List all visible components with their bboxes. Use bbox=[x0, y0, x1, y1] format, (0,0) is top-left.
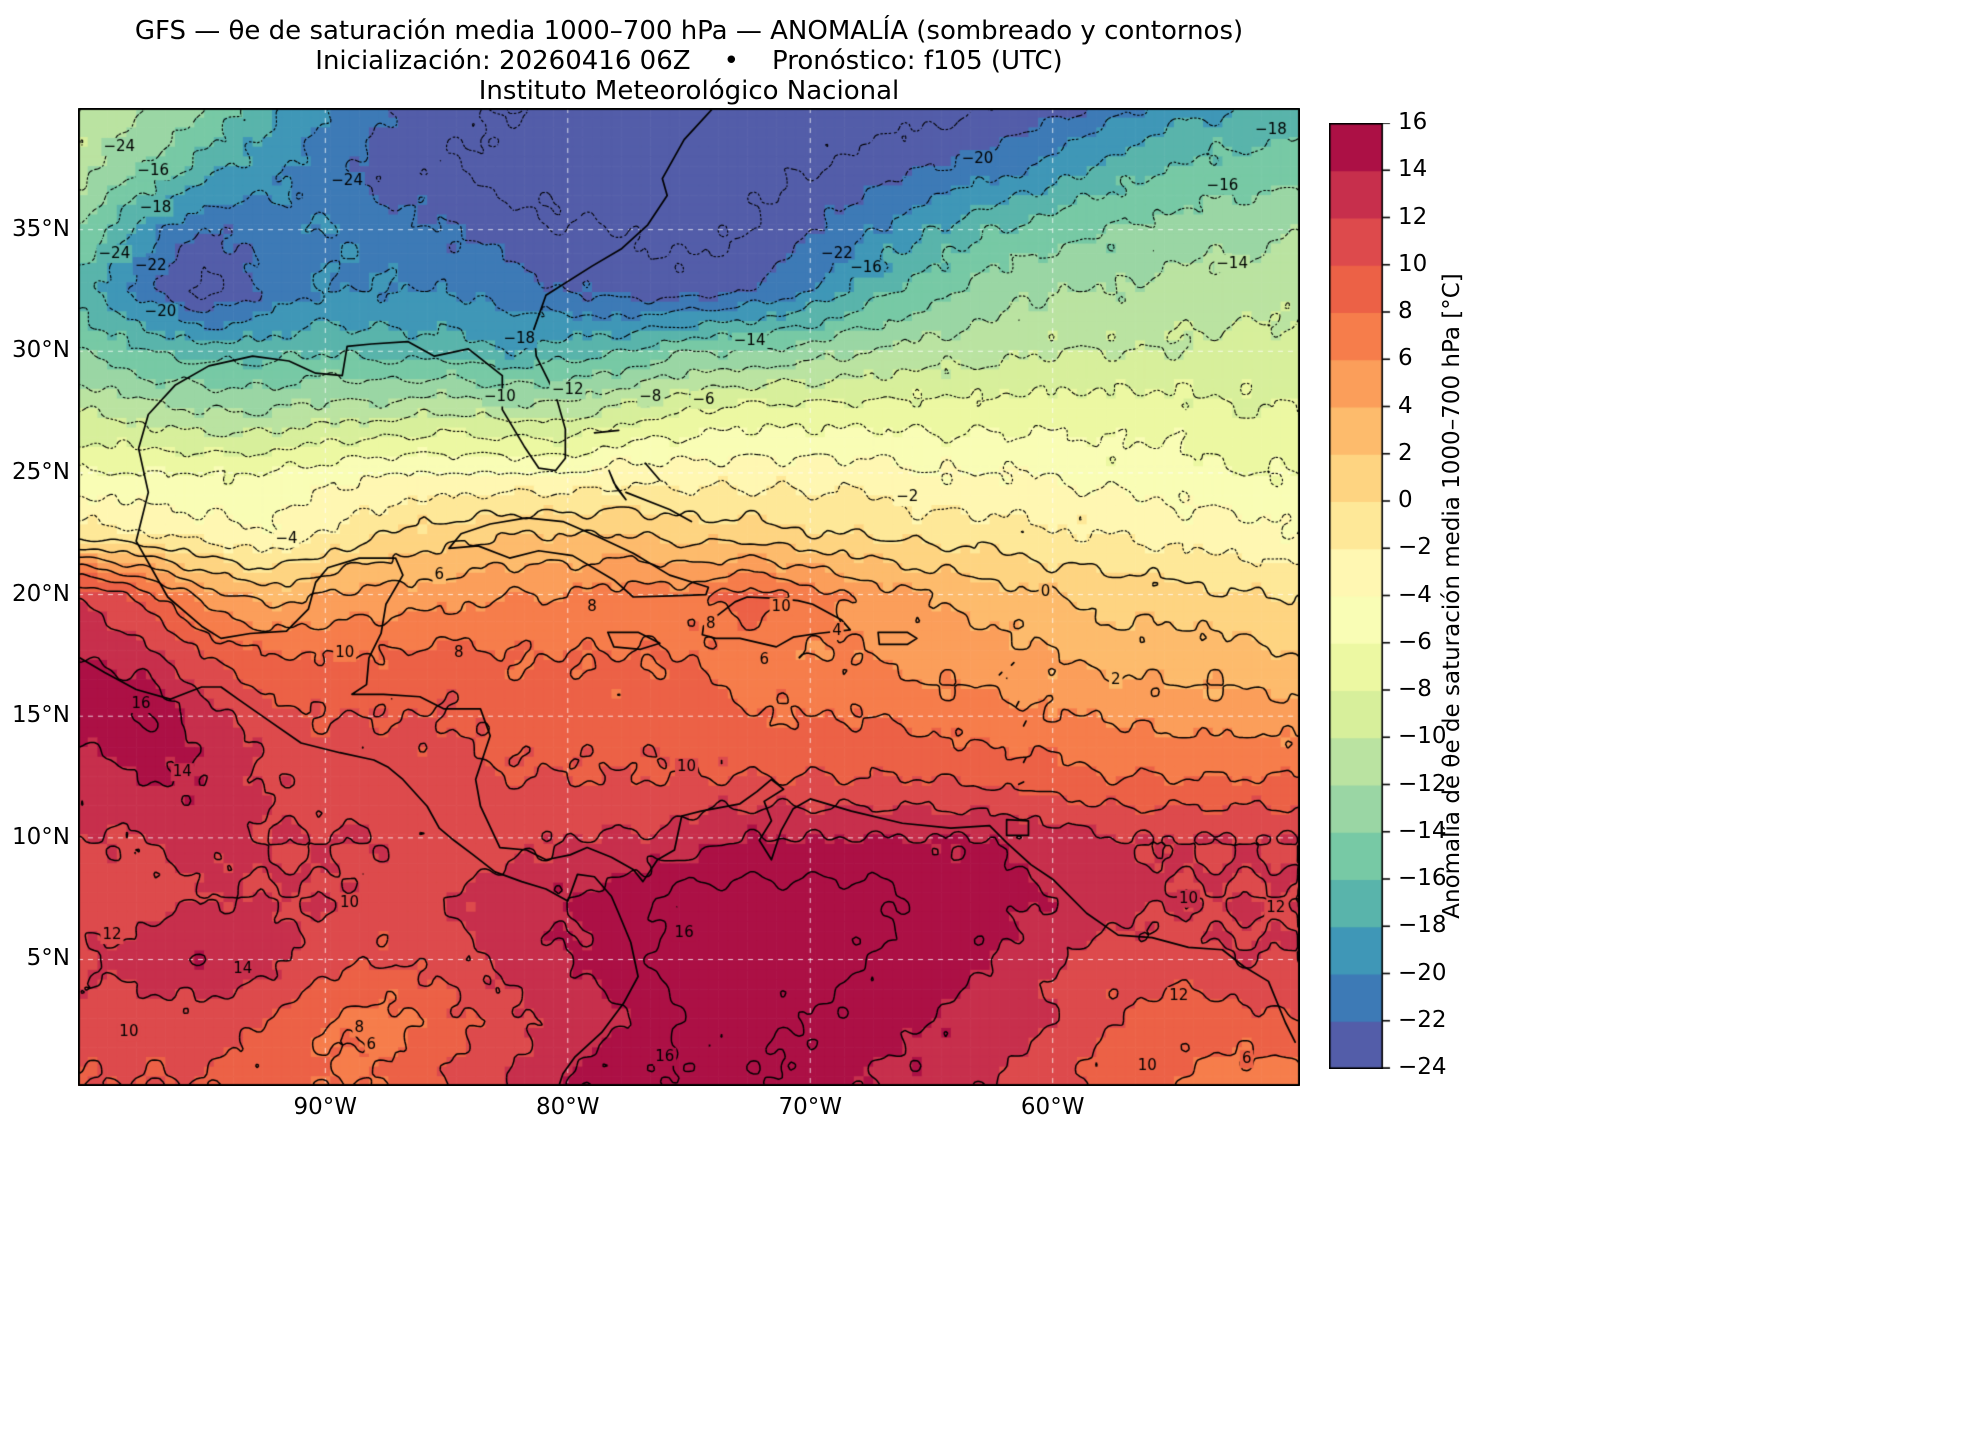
lon-tick-label: 80°W bbox=[536, 1094, 600, 1120]
lat-tick-label: 35°N bbox=[12, 215, 70, 242]
colorbar-tick-label: −6 bbox=[1398, 628, 1432, 655]
colorbar-tick-label: 14 bbox=[1398, 156, 1428, 183]
colorbar-tick-label: −24 bbox=[1398, 1054, 1447, 1080]
lat-tick-label: 15°N bbox=[12, 702, 70, 729]
lon-tick-label: 70°W bbox=[778, 1094, 842, 1120]
colorbar-tick-label: 6 bbox=[1398, 345, 1413, 372]
colorbar-tick-label: 12 bbox=[1398, 203, 1428, 230]
colorbar-tick-label: −10 bbox=[1398, 723, 1447, 750]
chart-title: GFS — θe de saturación media 1000–700 hP… bbox=[134, 16, 1244, 46]
lat-tick-label: 20°N bbox=[12, 580, 70, 607]
colorbar-tick-label: −12 bbox=[1398, 770, 1447, 797]
colorbar-tick-label: 16 bbox=[1398, 109, 1428, 135]
colorbar-tick-label: 4 bbox=[1398, 392, 1413, 419]
colorbar-label: Anomalía de θe de saturación media 1000–… bbox=[1439, 273, 1465, 919]
lon-tick-label: 60°W bbox=[1020, 1094, 1085, 1120]
lat-tick-label: 10°N bbox=[12, 823, 70, 850]
lat-tick-label: 25°N bbox=[12, 458, 70, 485]
lon-tick-label: 90°W bbox=[293, 1094, 358, 1120]
colorbar-tick-label: −8 bbox=[1398, 676, 1432, 702]
titles: GFS — θe de saturación media 1000–700 hP… bbox=[78, 16, 1300, 106]
colorbar-tick-label: −4 bbox=[1398, 581, 1432, 608]
chart-institution: Instituto Meteorológico Nacional bbox=[478, 76, 900, 106]
colorbar-tick-label: −16 bbox=[1398, 865, 1447, 891]
colorbar-tick-label: 0 bbox=[1398, 487, 1413, 513]
anomaly-map-canvas bbox=[78, 108, 1300, 1086]
colorbar-tick-label: 10 bbox=[1398, 250, 1428, 277]
colorbar-tick-label: 2 bbox=[1398, 439, 1413, 466]
lat-tick-label: 5°N bbox=[26, 945, 70, 972]
colorbar-tick-label: −14 bbox=[1398, 817, 1447, 844]
chart-subtitle: Inicialización: 20260416 06Z • Pronóstic… bbox=[315, 46, 1063, 76]
colorbar-tick-label: −2 bbox=[1398, 534, 1432, 561]
colorbar-tick-label: −22 bbox=[1398, 1006, 1447, 1033]
lat-tick-label: 30°N bbox=[12, 337, 70, 364]
colorbar-tick-label: −20 bbox=[1398, 959, 1447, 986]
colorbar-tick-label: 8 bbox=[1398, 298, 1413, 324]
colorbar-tick-label: −18 bbox=[1398, 912, 1447, 939]
colorbar-canvas bbox=[1329, 123, 1391, 1069]
